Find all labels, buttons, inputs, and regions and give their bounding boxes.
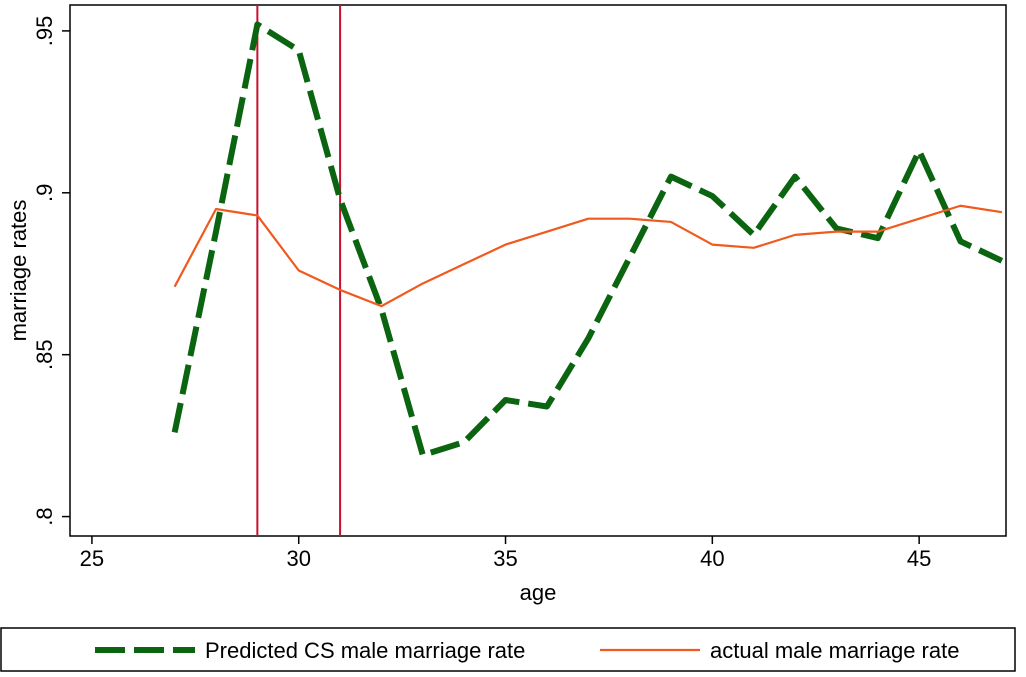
y-tick-label: .85 [32, 339, 57, 370]
legend-label: actual male marriage rate [710, 638, 959, 663]
y-tick-label: .95 [32, 16, 57, 47]
plot-frame [69, 4, 1007, 537]
y-tick-label: .9 [32, 184, 57, 202]
series-line [171, 21, 1004, 459]
x-tick-label: 40 [700, 546, 724, 571]
x-tick-label: 45 [907, 546, 931, 571]
legend-box [0, 627, 1016, 672]
y-tick-label: .8 [32, 507, 57, 525]
x-axis-label: age [520, 580, 557, 605]
x-tick-label: 30 [286, 546, 310, 571]
x-tick-label: 35 [493, 546, 517, 571]
legend-label: Predicted CS male marriage rate [205, 638, 525, 663]
y-axis-label: marriage rates [6, 200, 31, 342]
x-tick-label: 25 [80, 546, 104, 571]
series-line [173, 204, 1003, 308]
